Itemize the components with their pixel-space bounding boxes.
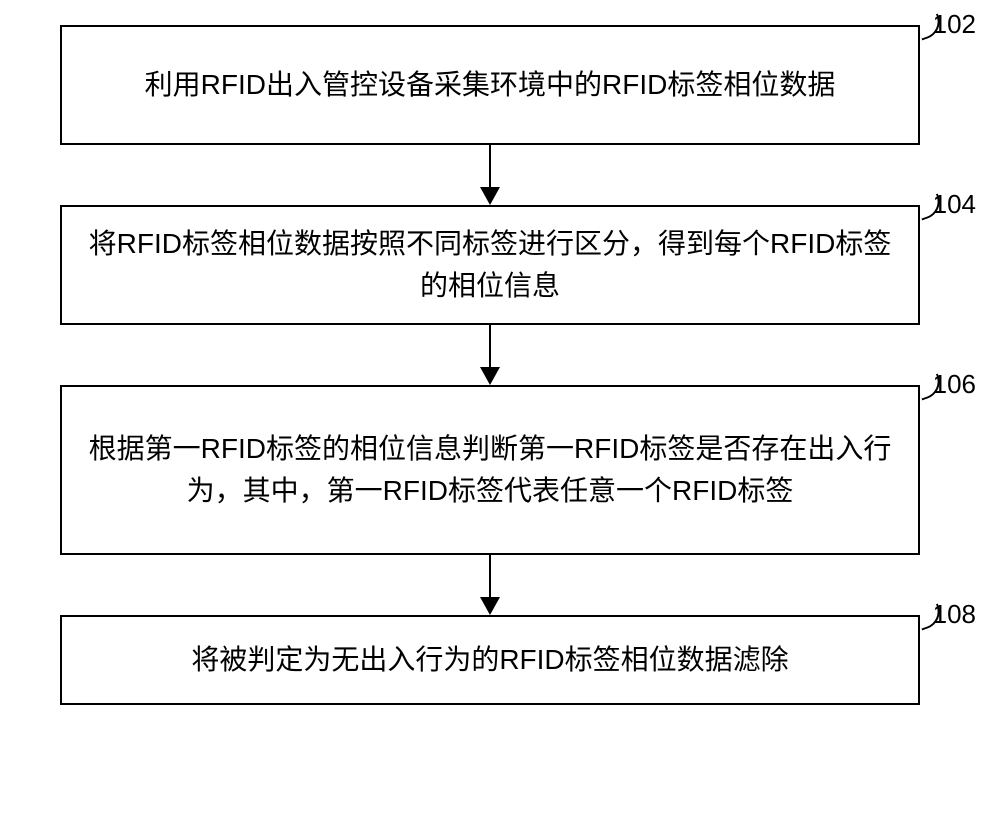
arrow-line <box>489 325 491 367</box>
step-text-4: 将被判定为无出入行为的RFID标签相位数据滤除 <box>171 631 808 689</box>
flowchart-step-2: 104 将RFID标签相位数据按照不同标签进行区分，得到每个RFID标签的相位信… <box>60 205 920 325</box>
arrow-line <box>489 145 491 187</box>
step-label-2: 104 <box>933 185 976 224</box>
step-text-3: 根据第一RFID标签的相位信息判断第一RFID标签是否存在出入行为，其中，第一R… <box>62 420 918 520</box>
arrow-line <box>489 555 491 597</box>
arrow-head <box>480 187 500 205</box>
step-text-1: 利用RFID出入管控设备采集环境中的RFID标签相位数据 <box>125 56 856 114</box>
flowchart-container: 102 利用RFID出入管控设备采集环境中的RFID标签相位数据 104 将RF… <box>60 25 920 705</box>
arrow-head <box>480 367 500 385</box>
flowchart-step-4: 108 将被判定为无出入行为的RFID标签相位数据滤除 <box>60 615 920 705</box>
step-label-3: 106 <box>933 365 976 404</box>
arrow-2 <box>60 325 920 385</box>
arrow-1 <box>60 145 920 205</box>
flowchart-step-3: 106 根据第一RFID标签的相位信息判断第一RFID标签是否存在出入行为，其中… <box>60 385 920 555</box>
step-text-2: 将RFID标签相位数据按照不同标签进行区分，得到每个RFID标签的相位信息 <box>62 215 918 315</box>
step-label-4: 108 <box>933 595 976 634</box>
arrow-3 <box>60 555 920 615</box>
arrow-head <box>480 597 500 615</box>
flowchart-step-1: 102 利用RFID出入管控设备采集环境中的RFID标签相位数据 <box>60 25 920 145</box>
step-label-1: 102 <box>933 5 976 44</box>
